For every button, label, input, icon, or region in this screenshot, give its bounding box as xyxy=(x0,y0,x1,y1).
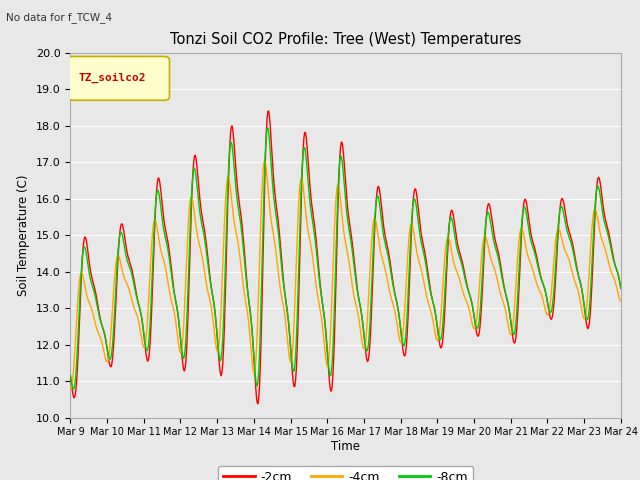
-8cm xyxy=(67,372,74,378)
-2cm xyxy=(218,370,226,375)
Text: No data for f_TCW_4: No data for f_TCW_4 xyxy=(6,12,113,23)
-8cm xyxy=(430,303,438,309)
-2cm xyxy=(189,170,196,176)
-2cm xyxy=(414,203,422,208)
Line: -4cm: -4cm xyxy=(70,161,621,389)
-2cm xyxy=(617,285,625,291)
X-axis label: Time: Time xyxy=(331,440,360,453)
-8cm xyxy=(414,217,422,223)
-4cm xyxy=(189,199,196,205)
-2cm xyxy=(430,304,438,310)
-8cm xyxy=(134,299,141,304)
Line: -2cm: -2cm xyxy=(70,111,621,404)
-4cm xyxy=(617,298,625,304)
-4cm xyxy=(77,273,84,278)
Legend: -2cm, -4cm, -8cm: -2cm, -4cm, -8cm xyxy=(218,466,473,480)
-4cm xyxy=(429,319,437,325)
-8cm xyxy=(77,271,85,277)
-2cm xyxy=(133,294,141,300)
-8cm xyxy=(70,386,77,392)
-4cm xyxy=(261,158,269,164)
FancyBboxPatch shape xyxy=(68,57,170,100)
-2cm xyxy=(77,297,84,303)
-8cm xyxy=(264,125,272,131)
-2cm xyxy=(265,108,273,114)
Y-axis label: Soil Temperature (C): Soil Temperature (C) xyxy=(17,174,30,296)
-4cm xyxy=(67,386,74,392)
-4cm xyxy=(218,284,226,289)
-4cm xyxy=(413,251,421,257)
Title: Tonzi Soil CO2 Profile: Tree (West) Temperatures: Tonzi Soil CO2 Profile: Tree (West) Temp… xyxy=(170,33,522,48)
-2cm xyxy=(254,401,262,407)
-8cm xyxy=(617,285,625,290)
-8cm xyxy=(219,336,227,341)
-4cm xyxy=(133,312,141,318)
Text: TZ_soilco2: TZ_soilco2 xyxy=(79,72,146,83)
Line: -8cm: -8cm xyxy=(70,128,621,389)
-2cm xyxy=(67,373,74,379)
-8cm xyxy=(190,167,198,172)
